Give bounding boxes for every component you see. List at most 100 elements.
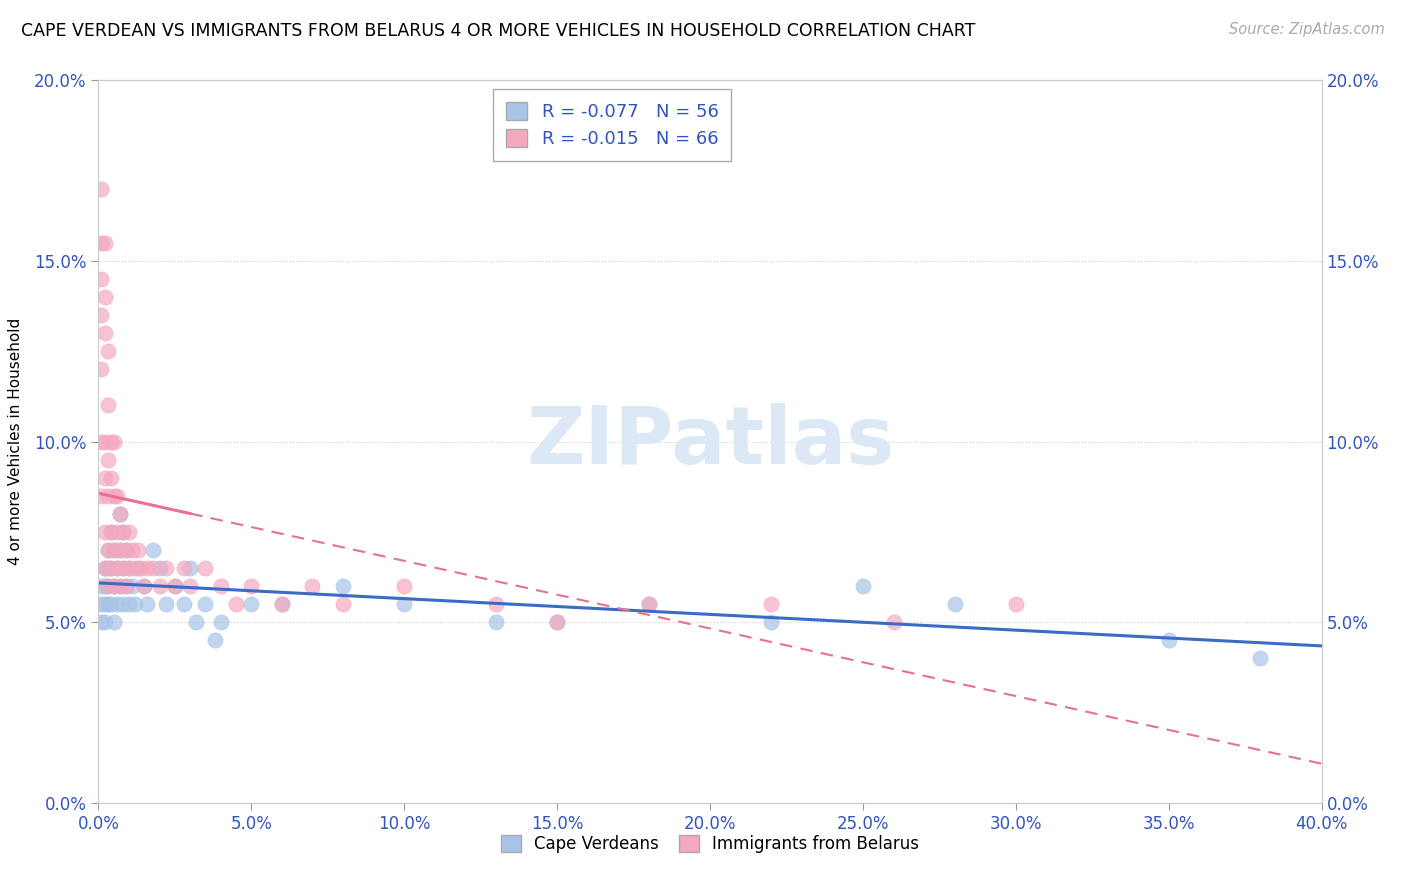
Point [90, 272, 112, 286]
Point [100, 524, 122, 539]
Point [332, 579, 354, 593]
Point [108, 579, 131, 593]
Point [115, 579, 138, 593]
Point [115, 542, 138, 557]
Point [100, 561, 122, 575]
Point [103, 434, 125, 449]
Point [97, 344, 120, 359]
Point [124, 561, 146, 575]
Point [105, 524, 128, 539]
Point [100, 524, 122, 539]
Point [90, 489, 112, 503]
Point [149, 579, 172, 593]
Point [118, 597, 141, 611]
Point [105, 561, 128, 575]
Point [105, 597, 128, 611]
Point [108, 507, 131, 521]
Point [108, 542, 131, 557]
Point [225, 597, 247, 611]
Point [852, 579, 875, 593]
Point [127, 561, 149, 575]
Point [1249, 651, 1271, 665]
Point [637, 597, 661, 611]
Point [142, 542, 165, 557]
Point [90, 308, 112, 322]
Point [392, 597, 416, 611]
Point [97, 579, 120, 593]
Point [111, 597, 134, 611]
Point [173, 561, 195, 575]
Point [485, 615, 508, 630]
Point [240, 579, 263, 593]
Point [103, 615, 125, 630]
Point [270, 597, 292, 611]
Point [97, 597, 120, 611]
Point [332, 597, 354, 611]
Point [103, 542, 125, 557]
Point [759, 597, 782, 611]
Point [111, 561, 134, 575]
Point [173, 597, 195, 611]
Point [163, 579, 186, 593]
Text: CAPE VERDEAN VS IMMIGRANTS FROM BELARUS 4 OR MORE VEHICLES IN HOUSEHOLD CORRELAT: CAPE VERDEAN VS IMMIGRANTS FROM BELARUS … [21, 22, 976, 40]
Point [209, 615, 232, 630]
Point [93, 561, 115, 575]
Point [546, 615, 568, 630]
Point [97, 489, 120, 503]
Y-axis label: 4 or more Vehicles in Household: 4 or more Vehicles in Household [8, 318, 22, 566]
Point [204, 633, 226, 648]
Point [103, 579, 125, 593]
Point [100, 471, 122, 485]
Point [111, 524, 134, 539]
Point [637, 597, 661, 611]
Point [90, 235, 112, 250]
Point [142, 561, 165, 575]
Point [97, 542, 120, 557]
Point [111, 561, 134, 575]
Point [240, 597, 263, 611]
Point [121, 579, 143, 593]
Point [103, 489, 125, 503]
Point [105, 561, 128, 575]
Point [179, 579, 201, 593]
Point [97, 542, 120, 557]
Point [129, 561, 152, 575]
Point [90, 182, 112, 196]
Point [100, 597, 122, 611]
Point [97, 579, 120, 593]
Point [759, 615, 782, 630]
Point [155, 561, 177, 575]
Point [97, 452, 120, 467]
Point [883, 615, 905, 630]
Point [103, 542, 125, 557]
Legend: Cape Verdeans, Immigrants from Belarus: Cape Verdeans, Immigrants from Belarus [494, 828, 927, 860]
Point [943, 597, 966, 611]
Point [97, 398, 120, 412]
Point [179, 561, 201, 575]
Point [149, 561, 172, 575]
Point [194, 597, 217, 611]
Point [100, 561, 122, 575]
Point [186, 615, 208, 630]
Point [93, 290, 115, 304]
Point [90, 362, 112, 376]
Point [97, 561, 120, 575]
Point [111, 524, 134, 539]
Point [93, 235, 115, 250]
Point [121, 542, 143, 557]
Point [485, 597, 508, 611]
Point [1004, 597, 1026, 611]
Point [127, 542, 149, 557]
Point [136, 561, 159, 575]
Point [105, 489, 128, 503]
Point [115, 579, 138, 593]
Point [90, 615, 112, 630]
Point [100, 434, 122, 449]
Point [93, 471, 115, 485]
Point [155, 597, 177, 611]
Point [90, 434, 112, 449]
Point [134, 579, 156, 593]
Point [209, 579, 232, 593]
Point [124, 597, 146, 611]
Point [118, 561, 141, 575]
